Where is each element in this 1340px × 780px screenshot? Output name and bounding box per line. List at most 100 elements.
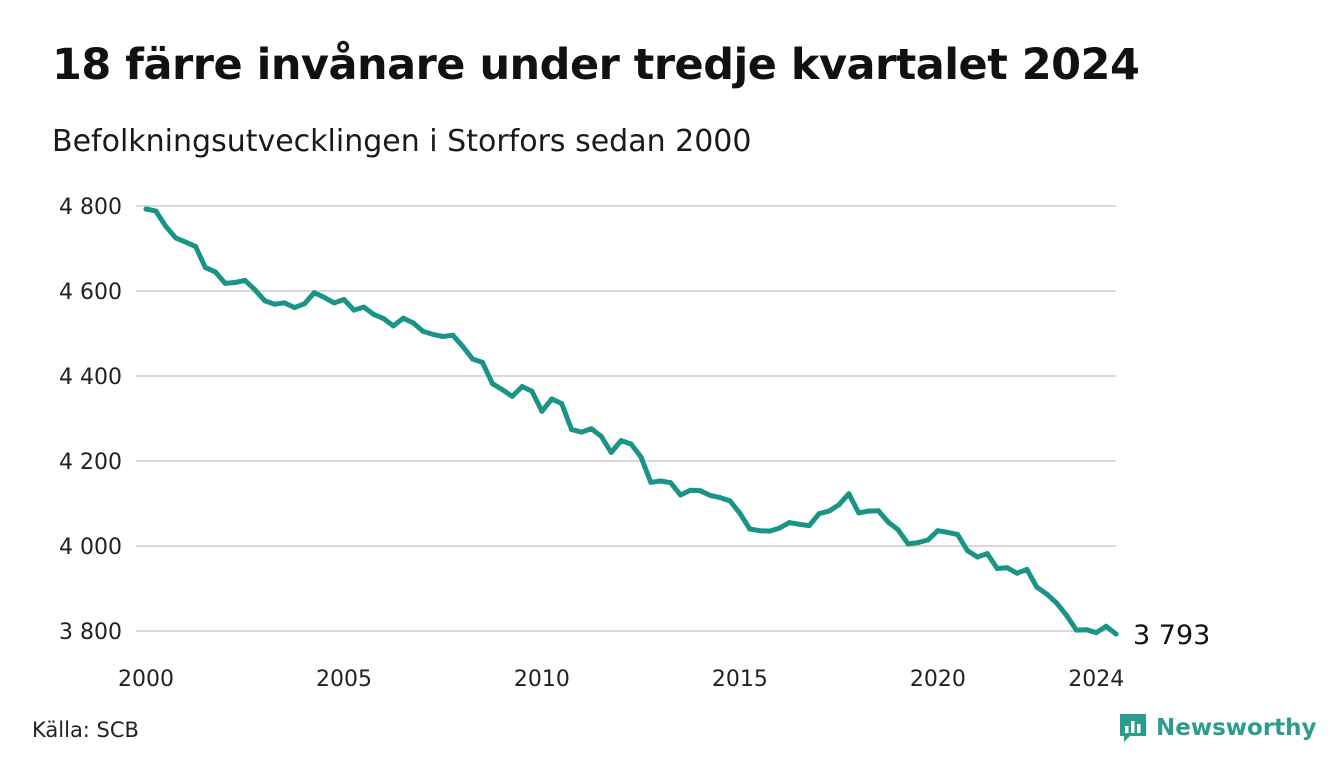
data-point: [173, 235, 179, 241]
data-point: [499, 387, 505, 393]
gridlines: [136, 205, 1116, 632]
data-point: [826, 508, 832, 514]
data-point: [1083, 627, 1089, 633]
data-point: [846, 491, 852, 497]
data-point: [618, 438, 624, 444]
data-point: [925, 537, 931, 543]
data-point: [193, 243, 198, 249]
data-point: [509, 393, 515, 399]
data-point: [470, 356, 476, 362]
data-point: [984, 551, 990, 557]
data-point: [440, 334, 446, 339]
data-point: [727, 498, 733, 504]
data-point: [262, 298, 268, 304]
y-tick-label: 4 200: [59, 450, 122, 475]
data-point: [598, 433, 604, 439]
x-tick-label: 2024: [1068, 667, 1124, 692]
data-point: [390, 323, 396, 329]
data-point: [450, 332, 456, 338]
data-point: [994, 566, 1000, 571]
data-point: [400, 315, 406, 321]
data-point: [658, 478, 664, 484]
data-point: [460, 343, 466, 349]
data-point: [381, 316, 387, 322]
x-axis-ticks: 2000 2005 2010 2015 2020 2024: [118, 667, 1124, 692]
y-tick-label: 4 800: [59, 195, 122, 220]
data-point: [945, 529, 951, 535]
data-point: [529, 388, 535, 394]
chart-title: 18 färre invånare under tredje kvartalet…: [52, 40, 1140, 90]
data-point: [549, 396, 555, 402]
data-point: [687, 487, 693, 493]
data-point: [311, 290, 317, 296]
data-point: [371, 311, 377, 317]
data-point: [1073, 627, 1079, 633]
x-tick-label: 2020: [910, 667, 966, 692]
data-point: [420, 328, 426, 334]
data-point: [143, 206, 149, 212]
data-point: [707, 492, 713, 498]
data-point: [1034, 584, 1040, 590]
y-tick-label: 4 600: [59, 280, 122, 305]
end-value-label: 3 793: [1133, 620, 1210, 651]
data-point: [361, 304, 367, 310]
data-point: [163, 223, 169, 229]
data-point: [351, 307, 357, 313]
chart-subtitle: Befolkningsutvecklingen i Storfors sedan…: [52, 124, 752, 159]
x-tick-label: 2005: [316, 667, 372, 692]
data-point: [836, 502, 842, 508]
data-point: [638, 454, 644, 460]
data-point: [1103, 623, 1109, 629]
data-point: [1113, 631, 1119, 637]
data-point: [489, 381, 495, 387]
data-point: [331, 300, 337, 306]
data-point: [410, 320, 416, 326]
data-point: [1054, 600, 1060, 606]
newsworthy-logo-icon: [1120, 714, 1146, 742]
data-point: [955, 532, 961, 537]
data-point: [757, 528, 763, 534]
y-axis-ticks: 4 800 4 600 4 400 4 200 4 000 3 800: [59, 195, 122, 645]
brand-logo: Newsworthy: [1118, 712, 1317, 744]
data-point: [321, 294, 327, 300]
data-point: [588, 426, 594, 432]
x-tick-label: 2015: [712, 667, 768, 692]
data-point: [341, 297, 347, 302]
data-point: [282, 300, 288, 306]
data-point: [301, 301, 307, 307]
x-tick-label: 2010: [514, 667, 570, 692]
data-point: [796, 521, 802, 527]
data-point: [183, 239, 189, 245]
data-point: [222, 280, 228, 286]
data-point: [974, 554, 980, 560]
data-point: [608, 450, 614, 455]
data-point: [252, 287, 258, 293]
data-point: [777, 525, 782, 531]
data-point: [1014, 570, 1020, 576]
data-point: [767, 528, 773, 534]
data-point: [579, 429, 584, 435]
y-tick-label: 4 000: [59, 535, 122, 560]
data-point: [678, 492, 683, 498]
data-point: [212, 269, 218, 275]
data-point: [717, 495, 723, 501]
source-note: Källa: SCB: [32, 718, 139, 742]
data-point: [806, 523, 812, 529]
data-point: [1024, 566, 1030, 572]
data-point: [430, 331, 436, 337]
data-point: [786, 520, 792, 526]
data-point: [628, 441, 634, 447]
series-line: [143, 206, 1119, 637]
data-point: [1004, 565, 1010, 571]
brand-name: Newsworthy: [1156, 715, 1317, 741]
data-point: [816, 511, 822, 517]
data-point: [539, 408, 545, 414]
data-point: [915, 540, 921, 546]
series-points: [143, 206, 1119, 637]
data-point: [935, 528, 941, 534]
data-point: [202, 265, 208, 271]
data-point: [569, 427, 575, 433]
data-point: [668, 480, 674, 486]
data-point: [480, 359, 485, 365]
data-point: [866, 508, 872, 514]
